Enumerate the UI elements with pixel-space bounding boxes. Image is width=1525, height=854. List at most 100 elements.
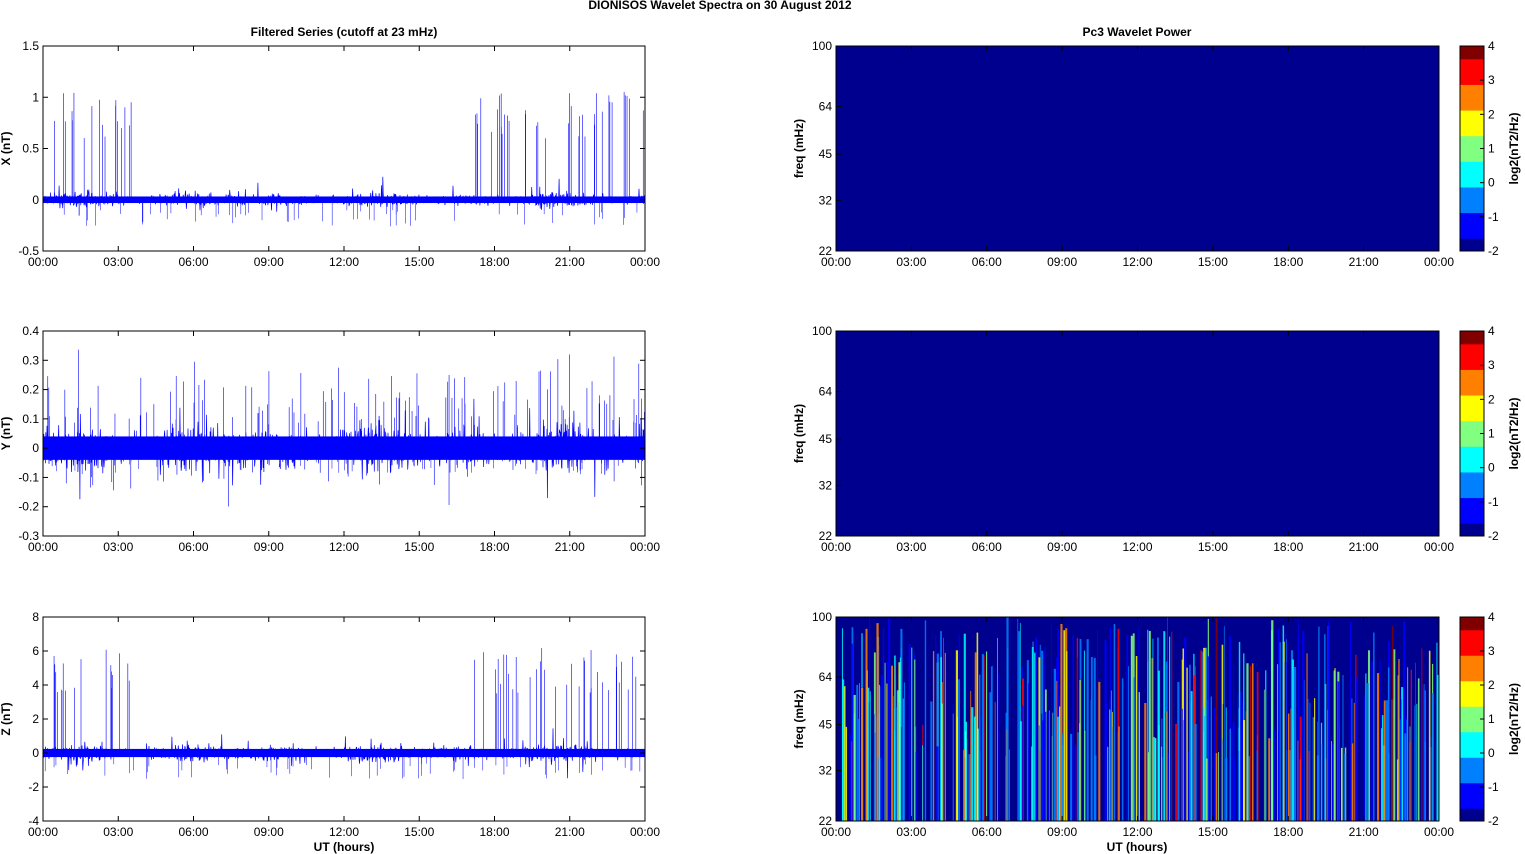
power-streak [1203, 708, 1205, 821]
power-streak [1104, 640, 1107, 821]
power-streak [1144, 703, 1147, 821]
power-streak [1302, 631, 1305, 821]
power-streak [1090, 656, 1093, 821]
colorbar-cell [1460, 744, 1484, 750]
y-tick-label: -2 [28, 780, 39, 794]
x-tick-label: 09:00 [254, 825, 284, 839]
power-streak [930, 701, 933, 821]
power-streak [1207, 656, 1210, 821]
power-streak [1048, 711, 1050, 821]
colorbar-tick-label: 4 [1488, 610, 1495, 624]
power-streak [989, 692, 992, 821]
y-tick-label: 22 [819, 244, 833, 258]
colorbar-cell [1460, 463, 1484, 469]
power-streak [968, 754, 971, 821]
power-background [836, 617, 1439, 821]
power-streak [1373, 632, 1375, 821]
power-streak [891, 665, 894, 821]
y-tick-label: 32 [819, 193, 833, 207]
colorbar-cell [1460, 46, 1484, 51]
power-streak [1344, 753, 1346, 821]
power-streak [1018, 631, 1021, 821]
power-streak [1363, 695, 1365, 821]
power-streak [1410, 669, 1412, 821]
colorbar-cell [1460, 152, 1484, 158]
y-tick-label: 0 [32, 441, 39, 455]
power-streak [1204, 647, 1207, 821]
x-tick-label: 18:00 [1273, 825, 1303, 839]
power-streak [1351, 743, 1354, 821]
power-streak [1135, 655, 1138, 821]
trace-group [43, 92, 645, 227]
x-tick-label: 12:00 [329, 540, 359, 554]
power-streak [1244, 720, 1247, 821]
colorbar-cell [1460, 114, 1484, 120]
x-tick-label: 00:00 [1424, 255, 1454, 269]
y-tick-label: 64 [819, 384, 833, 398]
power-streak [1355, 676, 1359, 821]
colorbar-tick-label: 2 [1488, 392, 1495, 406]
power-streak [1074, 744, 1077, 821]
power-streak [873, 755, 875, 821]
colorbar-tick-label: 0 [1488, 746, 1495, 760]
power-streak [1251, 663, 1254, 821]
colorbar-cell [1460, 617, 1484, 622]
colorbar-cell [1460, 348, 1484, 353]
colorbar-cell [1460, 424, 1484, 430]
power-streak [1393, 649, 1396, 821]
noise-trace [43, 176, 645, 212]
power-streak [1093, 657, 1096, 821]
power-streak [965, 731, 967, 821]
colorbar-cell [1460, 54, 1484, 60]
y-tick-label: 64 [819, 99, 833, 113]
power-streak [1293, 666, 1297, 821]
colorbar-cell [1460, 808, 1484, 813]
colorbar-cell [1460, 212, 1484, 218]
power-streak [1437, 674, 1439, 821]
colorbar-cell [1460, 92, 1484, 98]
power-streak [1187, 752, 1190, 821]
power-streak [851, 643, 854, 821]
y-axis-label: X (nT) [0, 132, 13, 166]
power-streak [1401, 687, 1404, 821]
power-streak [1279, 642, 1281, 821]
power-streak [899, 657, 901, 821]
plot-frame [42, 45, 646, 252]
colorbar-cell [1460, 523, 1484, 528]
x-tick-label: 03:00 [896, 540, 926, 554]
colorbar-cell [1460, 165, 1484, 171]
power-streak [886, 683, 888, 821]
y-tick-label: 100 [812, 610, 832, 624]
colorbar-cell [1460, 195, 1484, 201]
power-streak [976, 632, 979, 821]
x-tick-label: 18:00 [479, 825, 509, 839]
colorbar-cell [1460, 680, 1484, 686]
colorbar-cell [1460, 50, 1484, 56]
y-tick-label: 0.3 [22, 353, 39, 367]
power-streak [1385, 700, 1389, 821]
x-tick-label: 06:00 [972, 540, 1002, 554]
power-streak [886, 662, 889, 821]
power-streak [1072, 635, 1074, 821]
y-tick-label: 4 [32, 678, 39, 692]
colorbar-label: log2(nT2/Hz) [1507, 113, 1521, 185]
colorbar-cell [1460, 399, 1484, 405]
power-streak [936, 653, 939, 821]
x-tick-label: 12:00 [329, 825, 359, 839]
power-streak [1052, 712, 1054, 821]
power-streak [1299, 716, 1302, 821]
power-streak [1039, 750, 1041, 821]
colorbar-tick-label: -2 [1488, 814, 1499, 828]
right-column-title: Pc3 Wavelet Power [1083, 25, 1192, 39]
y-tick-label: 45 [819, 718, 833, 732]
power-streak [1379, 659, 1381, 821]
power-streak [1237, 694, 1239, 821]
colorbar-cell [1460, 634, 1484, 639]
power-streak [1026, 660, 1029, 821]
power-streak [964, 757, 966, 821]
y-tick-label: 2 [32, 712, 39, 726]
colorbar-cell [1460, 782, 1484, 788]
colorbar-cell [1460, 335, 1484, 341]
